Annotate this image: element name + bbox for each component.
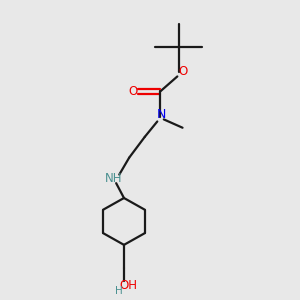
Text: O: O — [179, 65, 188, 78]
Text: O: O — [128, 85, 137, 98]
Text: H: H — [116, 286, 123, 296]
Text: NH: NH — [105, 172, 122, 185]
Text: N: N — [157, 108, 166, 121]
Text: OH: OH — [120, 279, 138, 292]
